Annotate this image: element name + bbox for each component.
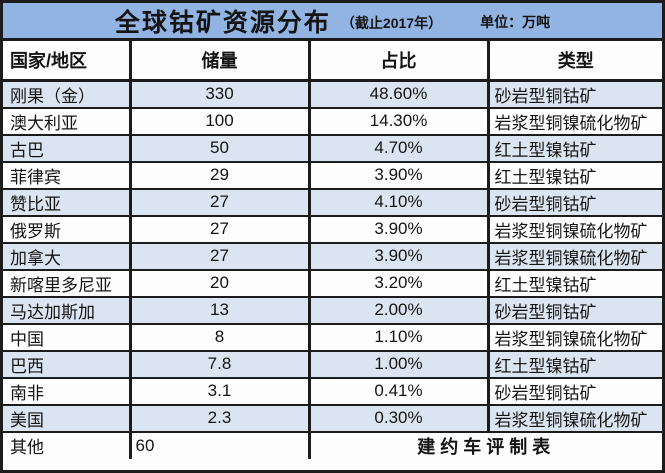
- table-row: 古巴 50 4.70% 红土型镍钴矿: [3, 134, 662, 163]
- title-date-note: （截止2017年）: [340, 14, 443, 31]
- header-row: 国家/地区 储量 占比 类型: [3, 41, 662, 82]
- cell-type: 红土型镍钴矿: [488, 350, 662, 379]
- cell-reserves: 7.8: [130, 350, 311, 379]
- cell-reserves: 27: [130, 188, 311, 217]
- table-row: 刚果（金） 330 48.60% 砂岩型铜钴矿: [3, 80, 662, 109]
- cell-type: 红土型镍钴矿: [488, 134, 662, 163]
- cell-reserves: 60: [130, 431, 311, 459]
- col-header-country: 国家/地区: [3, 41, 132, 82]
- cell-share: 14.30%: [309, 107, 490, 136]
- cell-type: 岩浆型铜镍硫化物矿: [488, 323, 662, 352]
- table-row: 新喀里多尼亚 20 3.20% 红土型镍钴矿: [3, 269, 662, 298]
- cell-share: 4.70%: [309, 134, 490, 163]
- cell-share: 3.20%: [309, 269, 490, 298]
- table-row: 加拿大 27 3.90% 岩浆型铜镍硫化物矿: [3, 242, 662, 271]
- cell-reserves: 13: [130, 296, 311, 325]
- cell-country: 菲律宾: [3, 161, 132, 190]
- table-body: 刚果（金） 330 48.60% 砂岩型铜钴矿 澳大利亚 100 14.30% 岩浆型铜镍硫化…: [3, 80, 662, 433]
- table-row: 澳大利亚 100 14.30% 岩浆型铜镍硫化物矿: [3, 107, 662, 136]
- cell-type: 岩浆型铜镍硫化物矿: [488, 404, 662, 433]
- cell-country: 加拿大: [3, 242, 132, 271]
- page-title: 全球钴矿资源分布: [114, 8, 331, 37]
- cell-country: 南非: [3, 377, 132, 406]
- cell-country: 赞比亚: [3, 188, 132, 217]
- footer-row: 其他 60 建约车评制表: [3, 431, 662, 459]
- table-row: 赞比亚 27 4.10% 砂岩型铜钴矿: [3, 188, 662, 217]
- cell-reserves: 2.3: [130, 404, 311, 433]
- col-header-reserves: 储量: [130, 41, 311, 82]
- cell-country: 马达加斯加: [3, 296, 132, 325]
- cell-reserves: 27: [130, 215, 311, 244]
- cell-type: 砂岩型铜钴矿: [488, 188, 662, 217]
- cell-reserves: 27: [130, 242, 311, 271]
- cell-reserves: 330: [130, 80, 311, 109]
- cell-country: 其他: [3, 431, 132, 459]
- cell-country: 澳大利亚: [3, 107, 132, 136]
- cell-share: 3.90%: [309, 161, 490, 190]
- cell-type: 红土型镍钴矿: [488, 161, 662, 190]
- cell-type: 砂岩型铜钴矿: [488, 296, 662, 325]
- cell-country: 巴西: [3, 350, 132, 379]
- cell-country: 俄罗斯: [3, 215, 132, 244]
- cell-reserves: 100: [130, 107, 311, 136]
- cell-country: 美国: [3, 404, 132, 433]
- cell-share: 3.90%: [309, 242, 490, 271]
- cell-type: 砂岩型铜钴矿: [488, 377, 662, 406]
- table-row: 马达加斯加 13 2.00% 砂岩型铜钴矿: [3, 296, 662, 325]
- cell-country: 新喀里多尼亚: [3, 269, 132, 298]
- title-bar: 全球钴矿资源分布 （截止2017年） 单位：万吨: [3, 3, 662, 41]
- table-row: 南非 3.1 0.41% 砂岩型铜钴矿: [3, 377, 662, 406]
- cell-type: 岩浆型铜镍硫化物矿: [488, 107, 662, 136]
- table-row: 美国 2.3 0.30% 岩浆型铜镍硫化物矿: [3, 404, 662, 433]
- cell-type: 红土型镍钴矿: [488, 269, 662, 298]
- cell-reserves: 29: [130, 161, 311, 190]
- cell-share: 2.00%: [309, 296, 490, 325]
- table-row: 菲律宾 29 3.90% 红土型镍钴矿: [3, 161, 662, 190]
- cell-share: 4.10%: [309, 188, 490, 217]
- cell-type: 岩浆型铜镍硫化物矿: [488, 215, 662, 244]
- credit-label: 建约车评制表: [417, 436, 556, 457]
- cell-type: 岩浆型铜镍硫化物矿: [488, 242, 662, 271]
- table-row: 俄罗斯 27 3.90% 岩浆型铜镍硫化物矿: [3, 215, 662, 244]
- col-header-share: 占比: [309, 41, 490, 82]
- cell-share: 3.90%: [309, 215, 490, 244]
- data-table: 国家/地区 储量 占比 类型 刚果（金） 330 48.60% 砂岩型铜钴矿 澳大利亚 1…: [3, 41, 662, 459]
- cell-reserves: 20: [130, 269, 311, 298]
- cell-share: 1.00%: [309, 350, 490, 379]
- cell-share: 1.10%: [309, 323, 490, 352]
- table-row: 中国 8 1.10% 岩浆型铜镍硫化物矿: [3, 323, 662, 352]
- unit-label: 单位：万吨: [480, 13, 551, 30]
- cell-share: 48.60%: [309, 80, 490, 109]
- cell-type: 砂岩型铜钴矿: [488, 80, 662, 109]
- cell-country: 中国: [3, 323, 132, 352]
- cell-reserves: 3.1: [130, 377, 311, 406]
- cell-country: 刚果（金）: [3, 80, 132, 109]
- col-header-type: 类型: [488, 41, 662, 82]
- table-row: 巴西 7.8 1.00% 红土型镍钴矿: [3, 350, 662, 379]
- cell-share: 0.30%: [309, 404, 490, 433]
- cell-share: 0.41%: [309, 377, 490, 406]
- cell-reserves: 50: [130, 134, 311, 163]
- cell-country: 古巴: [3, 134, 132, 163]
- cell-reserves: 8: [130, 323, 311, 352]
